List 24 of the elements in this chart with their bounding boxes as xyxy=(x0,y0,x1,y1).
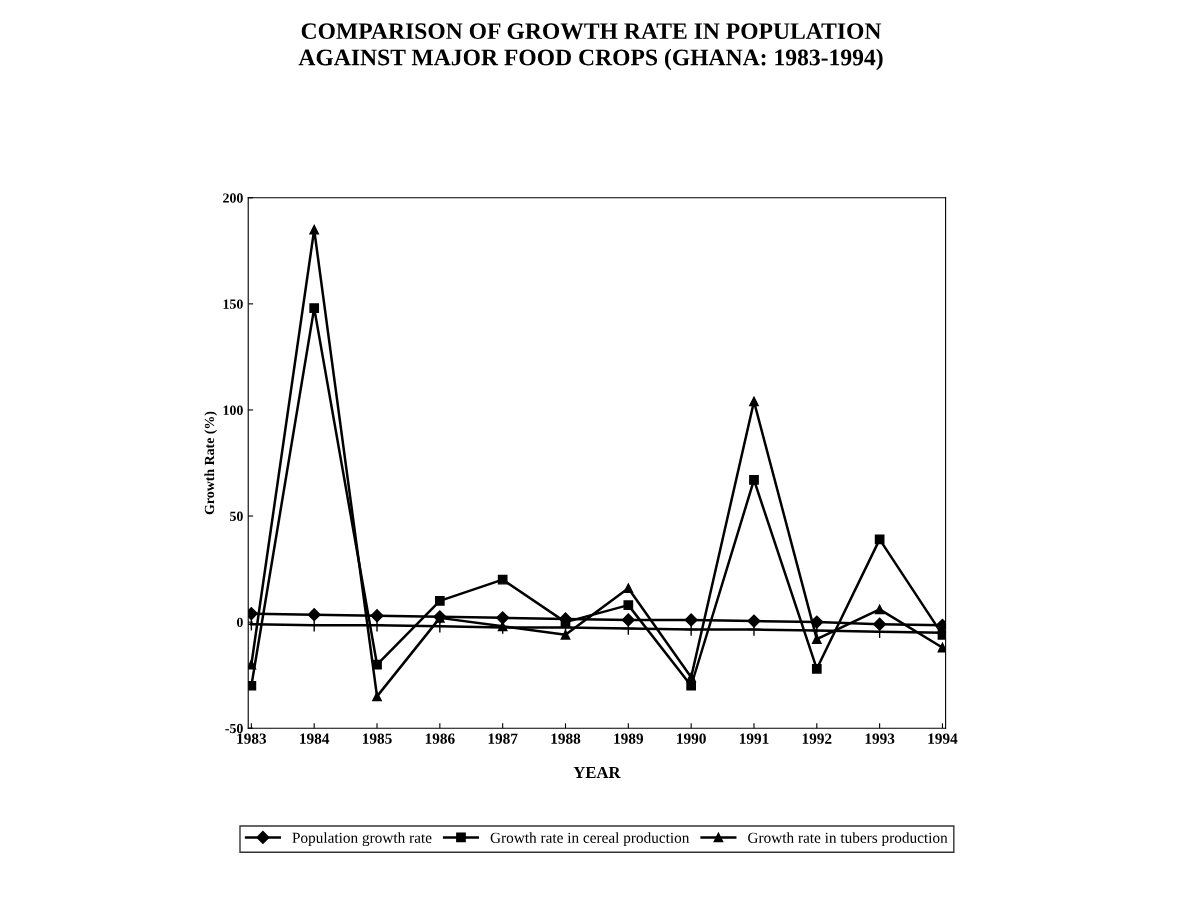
legend-label: Growth rate in tubers production xyxy=(748,832,948,847)
x-tick-label: 1989 xyxy=(614,733,644,744)
x-tick-label: 1985 xyxy=(362,733,392,744)
y-tick-label: 150 xyxy=(223,299,243,309)
x-tick-label: 1992 xyxy=(802,733,832,744)
legend-label: Growth rate in cereal production xyxy=(490,832,690,847)
x-tick-label: 1984 xyxy=(300,733,330,744)
x-tick-label: 1990 xyxy=(677,733,706,744)
x-tick-label: 1991 xyxy=(739,733,769,744)
y-tick-label: -50 xyxy=(225,723,243,734)
y-tick-label: 0 xyxy=(236,617,243,628)
x-tick-label: 1988 xyxy=(551,733,581,744)
x-tick-label: 1983 xyxy=(237,733,267,744)
x-axis-title: YEAR xyxy=(573,766,621,778)
y-tick-label: 50 xyxy=(230,511,243,521)
legend-label: Population growth rate xyxy=(292,832,432,847)
y-axis-title: Growth Rate (%) xyxy=(204,411,217,515)
x-tick-label: 1987 xyxy=(488,733,518,744)
x-tick-label: 1994 xyxy=(928,733,958,744)
y-tick-label: 200 xyxy=(223,193,243,203)
chart-title: COMPARISON OF GROWTH RATE IN POPULATION AGAINST MAJOR FOOD CROPS (GHANA: 1983-1994) xyxy=(298,23,883,71)
y-tick-label: 100 xyxy=(223,405,243,415)
x-tick-label: 1986 xyxy=(425,733,455,744)
x-tick-label: 1993 xyxy=(865,733,895,744)
